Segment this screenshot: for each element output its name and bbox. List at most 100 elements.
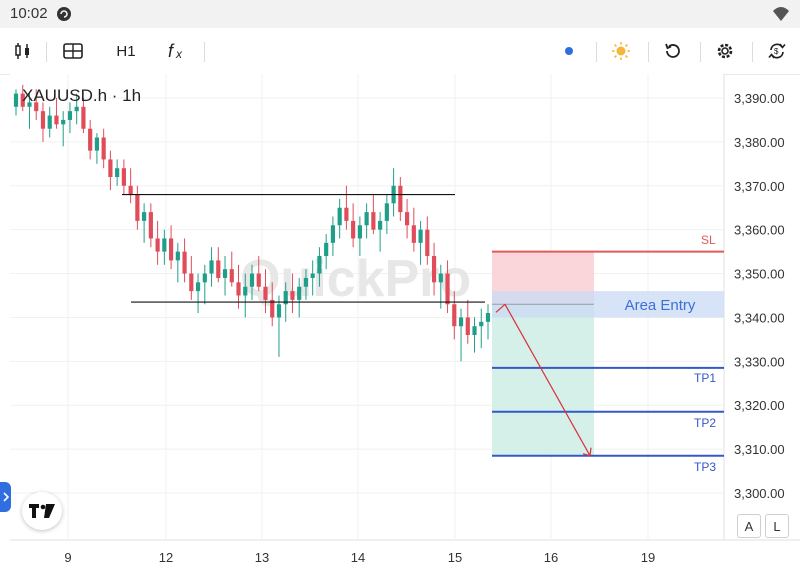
candle — [142, 203, 147, 243]
candle-body — [411, 225, 416, 243]
candle-body — [229, 269, 234, 283]
candle — [148, 203, 153, 248]
candle — [202, 264, 207, 305]
projection-arrow-head — [582, 447, 592, 457]
settings-icon[interactable] — [710, 36, 740, 66]
candle — [222, 256, 228, 296]
candle — [431, 242, 437, 296]
tp2-label: TP2 — [694, 416, 717, 430]
candle-body — [74, 106, 79, 112]
tradingview-logo[interactable] — [22, 492, 62, 530]
candle-body — [148, 212, 153, 239]
candle-body — [418, 229, 423, 243]
candle-body — [344, 207, 349, 221]
candle — [121, 159, 126, 195]
candle-body — [378, 220, 383, 230]
watermark: QuickPro — [240, 250, 471, 308]
candle — [351, 203, 356, 248]
candle-body — [297, 286, 302, 300]
side-panel-tab[interactable] — [0, 482, 11, 512]
candle — [108, 150, 113, 191]
candles-icon[interactable] — [10, 36, 36, 66]
time-tick-label: 15 — [448, 550, 462, 565]
time-tick-label: 14 — [351, 550, 365, 565]
candle — [243, 273, 248, 318]
candle — [310, 260, 315, 296]
refresh-icon[interactable] — [658, 36, 688, 66]
candle-body — [13, 93, 19, 107]
status-bar: 10:02 — [0, 0, 800, 28]
chevron-right-icon — [2, 492, 9, 502]
price-tick-label: 3,350.00 — [734, 267, 785, 282]
price-chart[interactable]: QuickPro 3,390.00 3,380.00 3,370.00 3,360.0… — [0, 74, 800, 571]
projection-arrow-start — [495, 303, 506, 313]
candle-body — [431, 256, 437, 283]
sync-icon[interactable]: $ — [762, 36, 792, 66]
sun-icon[interactable] — [606, 36, 636, 66]
price-tick-label: 3,340.00 — [734, 310, 785, 325]
candle-body — [485, 313, 491, 322]
price-tick-label: 3,300.00 — [734, 486, 785, 501]
candle — [81, 98, 86, 134]
candle-body — [337, 207, 342, 226]
candle-body — [216, 260, 221, 278]
candle-body — [270, 299, 275, 318]
candle — [162, 229, 167, 265]
candle — [256, 256, 261, 292]
candle — [371, 194, 376, 235]
candle — [398, 177, 403, 221]
candle-body — [452, 304, 457, 327]
candle — [337, 198, 342, 239]
chart-canvas[interactable]: QuickPro 3,390.00 3,380.00 3,370.00 3,360.0… — [0, 74, 800, 571]
toolbar-divider — [596, 42, 597, 62]
candle-body — [88, 128, 93, 151]
candle-body — [283, 291, 288, 305]
candle-body — [256, 273, 261, 287]
toolbar-divider — [648, 42, 649, 62]
candle-body — [351, 220, 356, 239]
dot-icon[interactable] — [556, 36, 582, 66]
toolbar-divider — [700, 42, 701, 62]
log-scale-button[interactable]: L — [765, 514, 789, 538]
time-tick-label: 16 — [544, 550, 558, 565]
candle — [425, 216, 430, 265]
time-tick-label: 13 — [255, 550, 269, 565]
candle-body — [81, 106, 86, 129]
candle — [270, 282, 275, 327]
indicators-icon[interactable] — [60, 36, 86, 66]
candle — [175, 242, 180, 283]
candle — [411, 207, 416, 252]
candle — [297, 277, 302, 318]
candle — [378, 212, 383, 252]
candle — [465, 299, 470, 344]
candle — [445, 260, 450, 314]
candle-body — [364, 212, 369, 226]
candle — [27, 93, 32, 129]
auto-scale-button[interactable]: A — [737, 514, 761, 538]
time-tick-label: 19 — [641, 550, 655, 565]
candle-body — [175, 251, 180, 261]
candle — [263, 269, 268, 314]
candle-body — [404, 212, 410, 226]
candle-body — [458, 317, 464, 327]
price-axis: 3,390.00 3,380.00 3,370.00 3,360.00 3,350.00… — [734, 91, 785, 501]
candle — [54, 98, 59, 129]
candle — [458, 308, 464, 362]
candle-body — [472, 326, 477, 335]
candle — [47, 106, 52, 138]
candle-body — [398, 185, 403, 213]
status-time: 10:02 — [10, 5, 48, 22]
candle — [61, 111, 66, 147]
candle — [344, 185, 349, 230]
candle — [357, 216, 362, 256]
candle-body — [263, 286, 268, 300]
price-tick-label: 3,330.00 — [734, 354, 785, 369]
candle-body — [202, 273, 207, 283]
candle-body — [310, 273, 315, 278]
timeframe-button[interactable]: H1 — [116, 42, 136, 60]
candle-body — [317, 256, 322, 274]
candles — [13, 84, 491, 362]
candle-body — [371, 212, 376, 230]
